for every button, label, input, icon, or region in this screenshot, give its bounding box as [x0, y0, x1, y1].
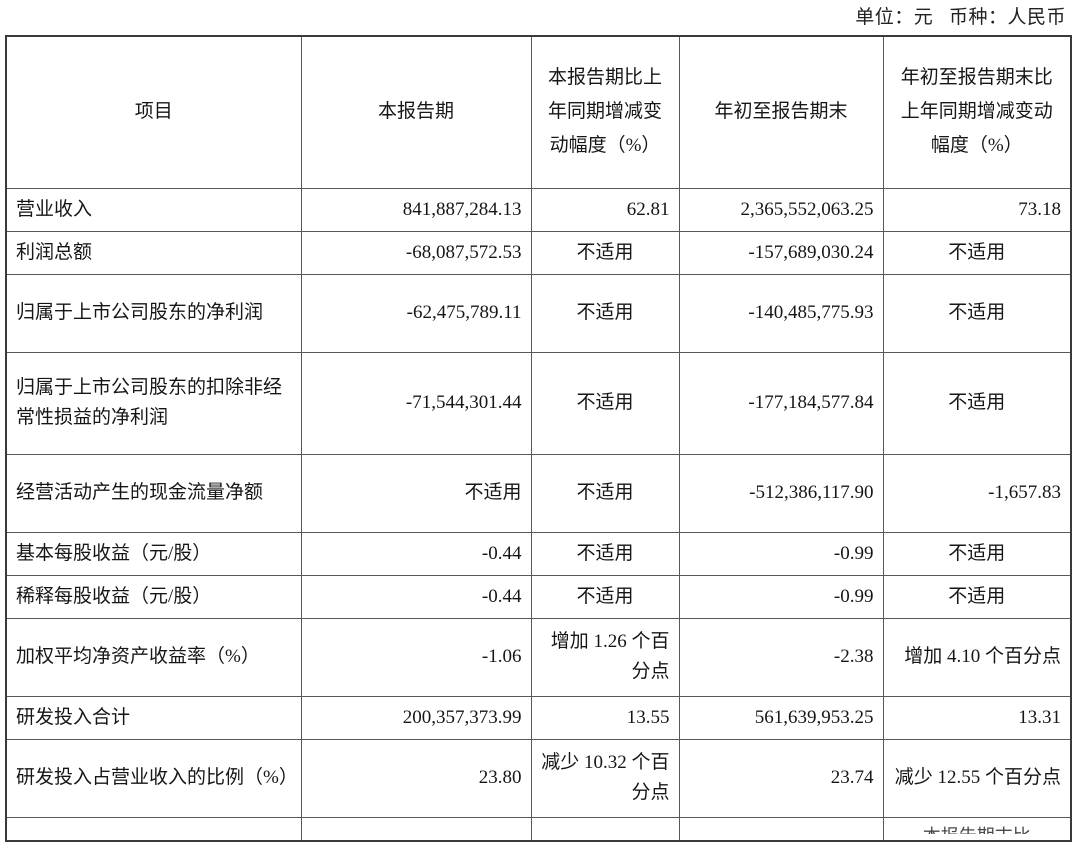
- header-ytd-change: 年初至报告期末比上年同期增减变动幅度（%）: [882, 35, 1072, 189]
- row-current-pct: 不适用: [530, 351, 680, 455]
- row-item-label: 归属于上市公司股东的净利润: [5, 273, 302, 353]
- row-current: 841,887,284.13: [300, 187, 532, 232]
- row-ytd: -0.99: [678, 531, 884, 576]
- row-current-pct: 13.55: [530, 695, 680, 740]
- row-item-label: 研发投入占营业收入的比例（%）: [5, 738, 302, 818]
- row-item-label: 营业收入: [5, 187, 302, 232]
- row-ytd: [678, 816, 884, 842]
- table-header-row: 项目 本报告期 本报告期比上年同期增减变动幅度（%） 年初至报告期末 年初至报告…: [5, 35, 1072, 189]
- row-item-label: [5, 816, 302, 842]
- row-item-label: 研发投入合计: [5, 695, 302, 740]
- table-row-clipped: 本报告期末比: [5, 816, 1072, 842]
- row-item-label: 稀释每股收益（元/股）: [5, 574, 302, 619]
- table-row: 归属于上市公司股东的净利润 -62,475,789.11 不适用 -140,48…: [5, 273, 1072, 353]
- row-ytd-pct: 不适用: [882, 230, 1072, 275]
- row-item-label: 基本每股收益（元/股）: [5, 531, 302, 576]
- row-current: -62,475,789.11: [300, 273, 532, 353]
- row-current: -68,087,572.53: [300, 230, 532, 275]
- table-row: 基本每股收益（元/股） -0.44 不适用 -0.99 不适用: [5, 531, 1072, 576]
- table-row: 营业收入 841,887,284.13 62.81 2,365,552,063.…: [5, 187, 1072, 232]
- row-ytd: 23.74: [678, 738, 884, 818]
- row-ytd-pct: 不适用: [882, 531, 1072, 576]
- row-current: 不适用: [300, 453, 532, 533]
- row-current-pct: 不适用: [530, 531, 680, 576]
- row-current-pct: 62.81: [530, 187, 680, 232]
- row-ytd: -177,184,577.84: [678, 351, 884, 455]
- row-current-pct: [530, 816, 680, 842]
- header-item: 项目: [5, 35, 302, 189]
- row-current-pct: 不适用: [530, 453, 680, 533]
- financial-summary-table: 项目 本报告期 本报告期比上年同期增减变动幅度（%） 年初至报告期末 年初至报告…: [5, 35, 1072, 842]
- clipped-text: 本报告期末比: [893, 822, 1062, 834]
- row-current: 23.80: [300, 738, 532, 818]
- row-item-label: 经营活动产生的现金流量净额: [5, 453, 302, 533]
- row-ytd-pct: 增加 4.10 个百分点: [882, 617, 1072, 697]
- table-row: 利润总额 -68,087,572.53 不适用 -157,689,030.24 …: [5, 230, 1072, 275]
- row-ytd-pct: -1,657.83: [882, 453, 1072, 533]
- row-item-label: 利润总额: [5, 230, 302, 275]
- row-current: -71,544,301.44: [300, 351, 532, 455]
- row-ytd: -0.99: [678, 574, 884, 619]
- row-current-pct: 不适用: [530, 574, 680, 619]
- table-row: 加权平均净资产收益率（%） -1.06 增加 1.26 个百分点 -2.38 增…: [5, 617, 1072, 697]
- row-ytd-pct: 不适用: [882, 351, 1072, 455]
- row-current: [300, 816, 532, 842]
- table-row: 稀释每股收益（元/股） -0.44 不适用 -0.99 不适用: [5, 574, 1072, 619]
- row-ytd: -512,386,117.90: [678, 453, 884, 533]
- row-current-pct: 不适用: [530, 230, 680, 275]
- header-current: 本报告期: [300, 35, 532, 189]
- row-ytd-pct: 本报告期末比: [882, 816, 1072, 842]
- header-ytd: 年初至报告期末: [678, 35, 884, 189]
- unit-currency-caption: 单位：元 币种：人民币: [855, 7, 1066, 28]
- row-current: -0.44: [300, 531, 532, 576]
- row-ytd: 2,365,552,063.25: [678, 187, 884, 232]
- row-ytd-pct: 73.18: [882, 187, 1072, 232]
- row-current-pct: 不适用: [530, 273, 680, 353]
- row-ytd: -2.38: [678, 617, 884, 697]
- table-row: 归属于上市公司股东的扣除非经常性损益的净利润 -71,544,301.44 不适…: [5, 351, 1072, 455]
- table-row: 经营活动产生的现金流量净额 不适用 不适用 -512,386,117.90 -1…: [5, 453, 1072, 533]
- row-ytd: -140,485,775.93: [678, 273, 884, 353]
- row-ytd-pct: 减少 12.55 个百分点: [882, 738, 1072, 818]
- table-row: 研发投入合计 200,357,373.99 13.55 561,639,953.…: [5, 695, 1072, 740]
- row-ytd-pct: 不适用: [882, 273, 1072, 353]
- row-ytd-pct: 不适用: [882, 574, 1072, 619]
- document-page: 单位：元 币种：人民币 项目 本报告期 本报告期比上年同期增减变动幅度（%） 年…: [5, 7, 1072, 842]
- row-ytd: -157,689,030.24: [678, 230, 884, 275]
- row-current-pct: 减少 10.32 个百分点: [530, 738, 680, 818]
- row-ytd: 561,639,953.25: [678, 695, 884, 740]
- row-item-label: 归属于上市公司股东的扣除非经常性损益的净利润: [5, 351, 302, 455]
- header-current-change: 本报告期比上年同期增减变动幅度（%）: [530, 35, 680, 189]
- table-row: 研发投入占营业收入的比例（%） 23.80 减少 10.32 个百分点 23.7…: [5, 738, 1072, 818]
- row-current: -1.06: [300, 617, 532, 697]
- row-item-label: 加权平均净资产收益率（%）: [5, 617, 302, 697]
- row-current-pct: 增加 1.26 个百分点: [530, 617, 680, 697]
- row-current: -0.44: [300, 574, 532, 619]
- row-current: 200,357,373.99: [300, 695, 532, 740]
- row-ytd-pct: 13.31: [882, 695, 1072, 740]
